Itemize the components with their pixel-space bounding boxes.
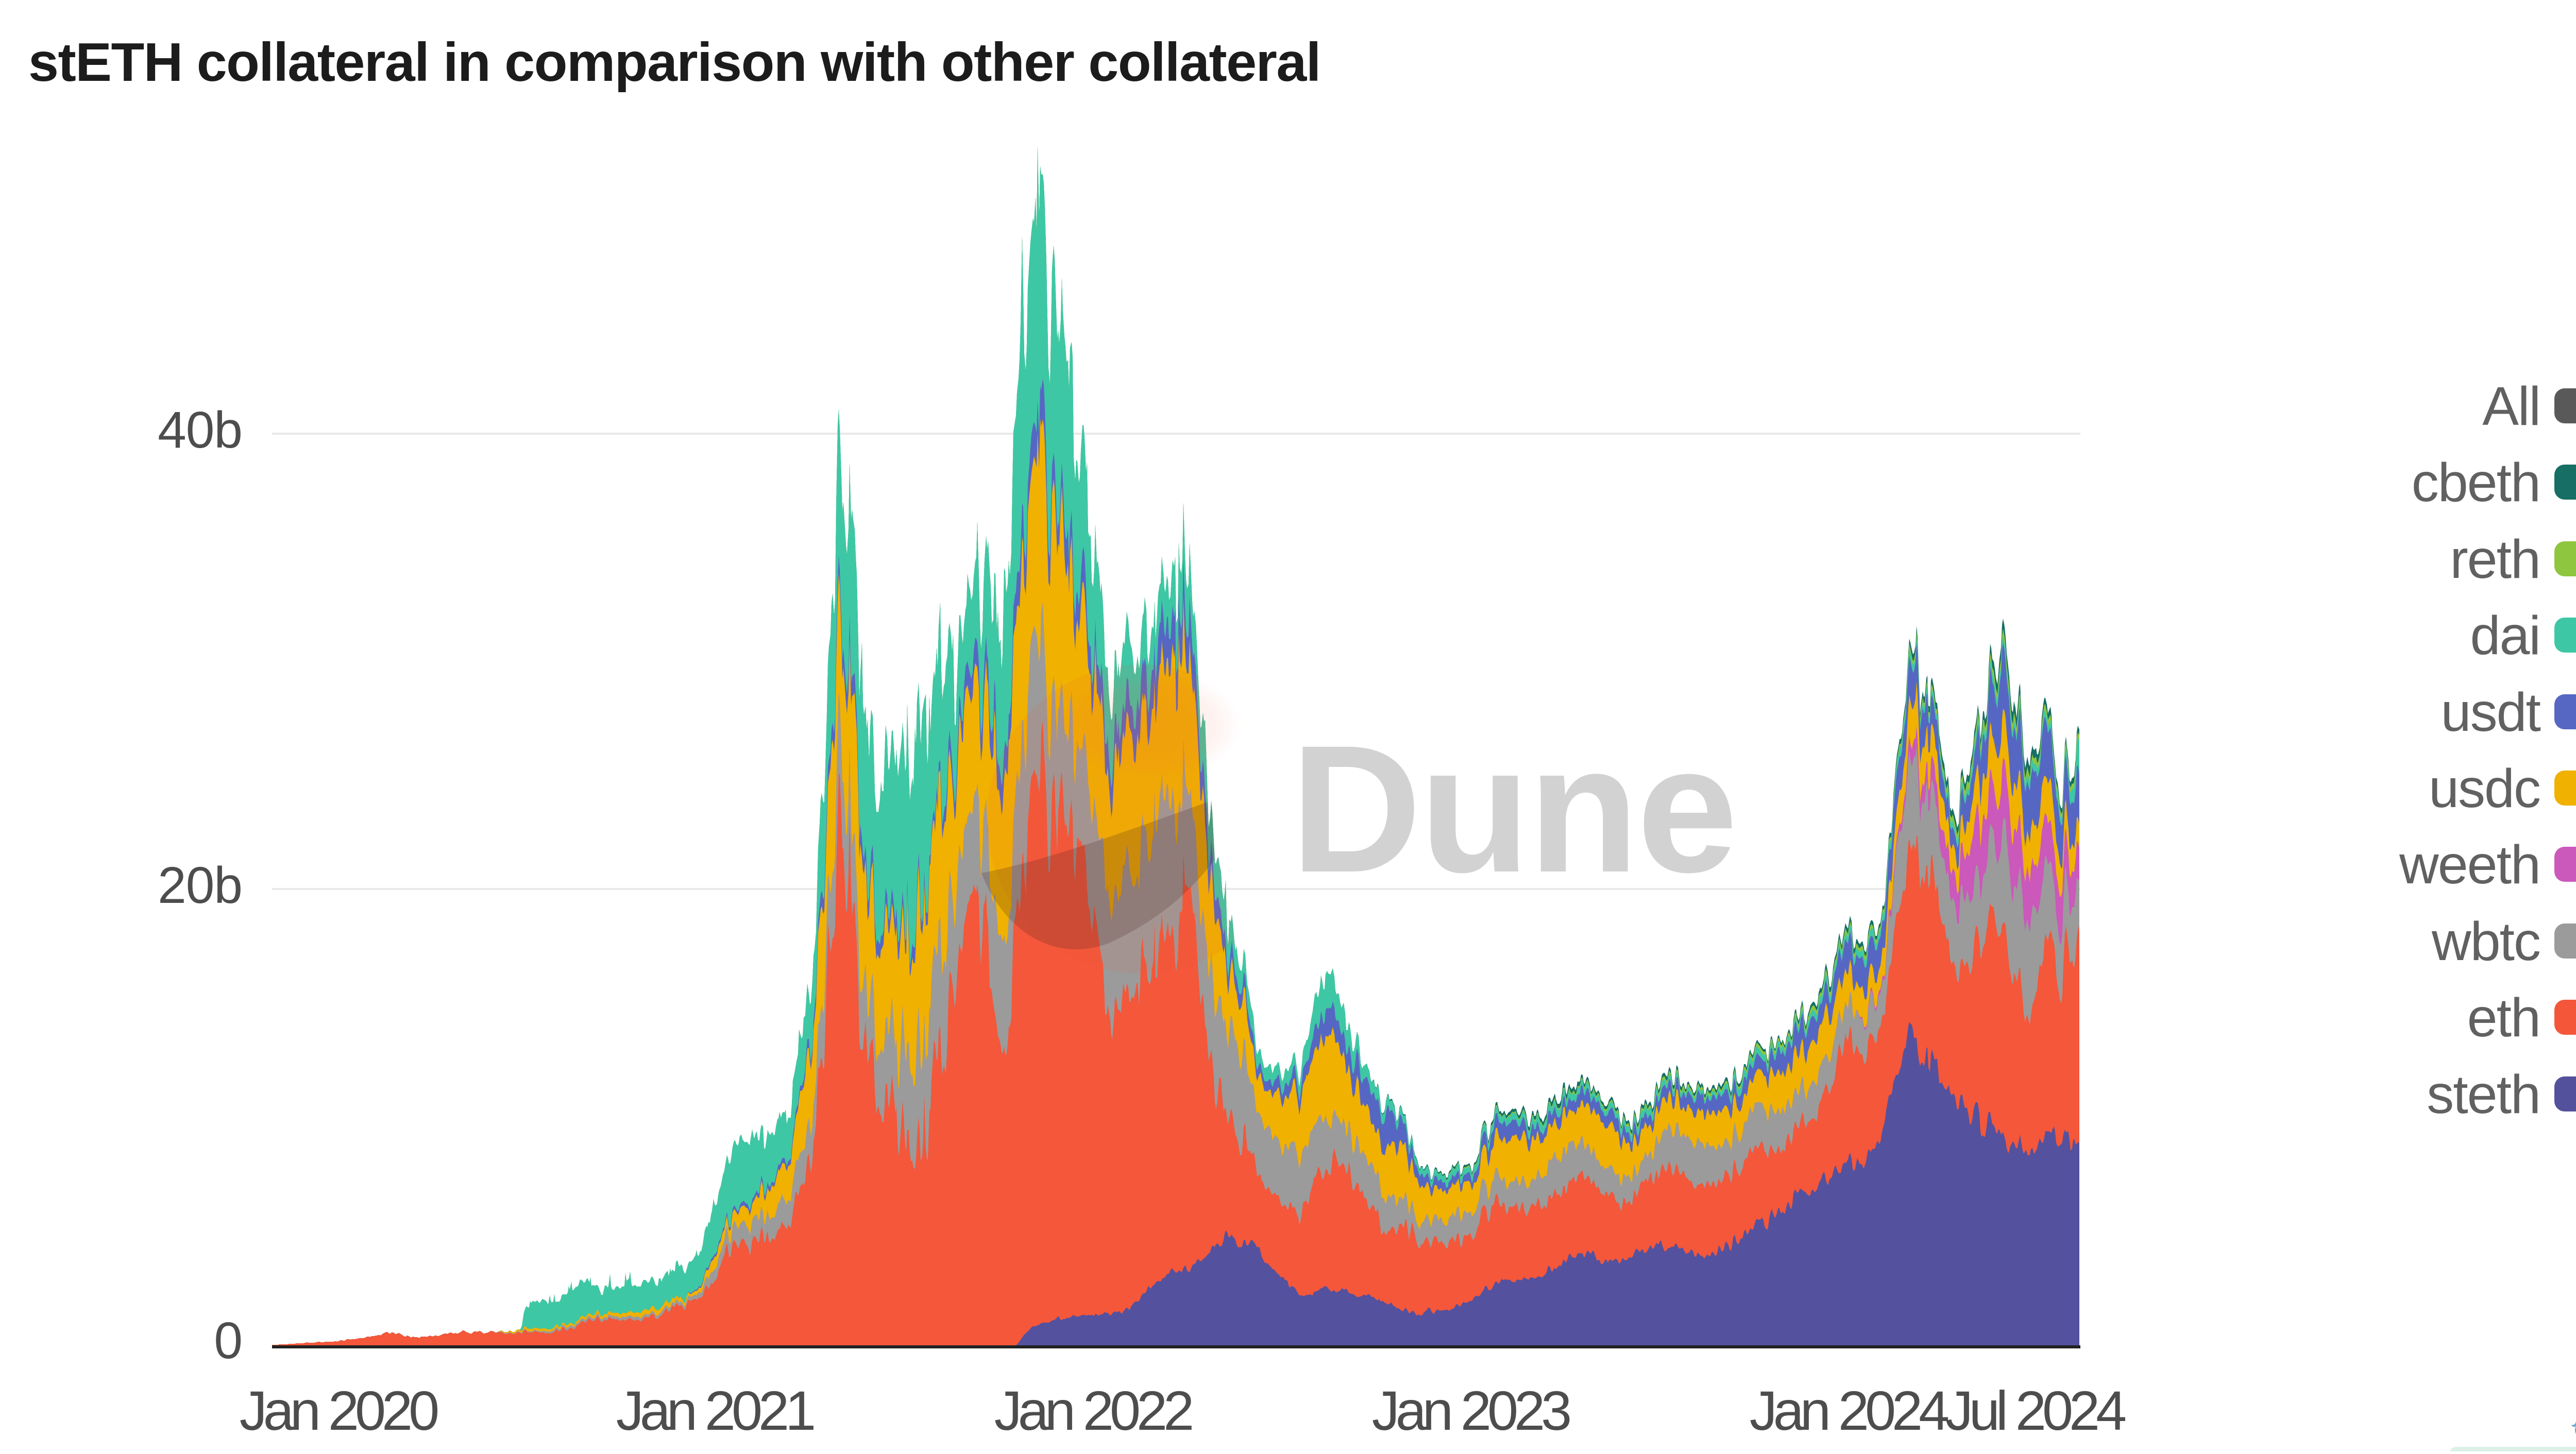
svg-text:Dune: Dune [1291, 707, 1736, 910]
svg-text:usdt: usdt [2441, 682, 2541, 743]
svg-text:reth: reth [2450, 529, 2540, 590]
svg-text:All: All [2482, 376, 2540, 437]
svg-text:wbtc: wbtc [2431, 911, 2540, 972]
svg-text:Jan 2021: Jan 2021 [616, 1379, 814, 1442]
svg-text:Jan 2023: Jan 2023 [1372, 1379, 1570, 1442]
svg-text:steth: steth [2427, 1064, 2540, 1125]
svg-text:40b: 40b [158, 401, 242, 459]
svg-text:usdc: usdc [2429, 758, 2540, 819]
svg-text:dai: dai [2470, 605, 2540, 666]
svg-text:stETH collateral in comparison: stETH collateral in comparison with othe… [28, 32, 1320, 93]
svg-text:eth: eth [2467, 987, 2540, 1048]
svg-text:Jan 2020: Jan 2020 [240, 1379, 437, 1442]
svg-text:0: 0 [214, 1312, 242, 1370]
svg-text:Jan 2024: Jan 2024 [1750, 1379, 1948, 1442]
svg-text:cbeth: cbeth [2412, 452, 2540, 513]
svg-text:Jan 2022: Jan 2022 [994, 1379, 1192, 1442]
svg-text:Jul 2024: Jul 2024 [1945, 1379, 2125, 1442]
svg-text:weeth: weeth [2399, 834, 2540, 895]
svg-text:20b: 20b [158, 857, 242, 914]
